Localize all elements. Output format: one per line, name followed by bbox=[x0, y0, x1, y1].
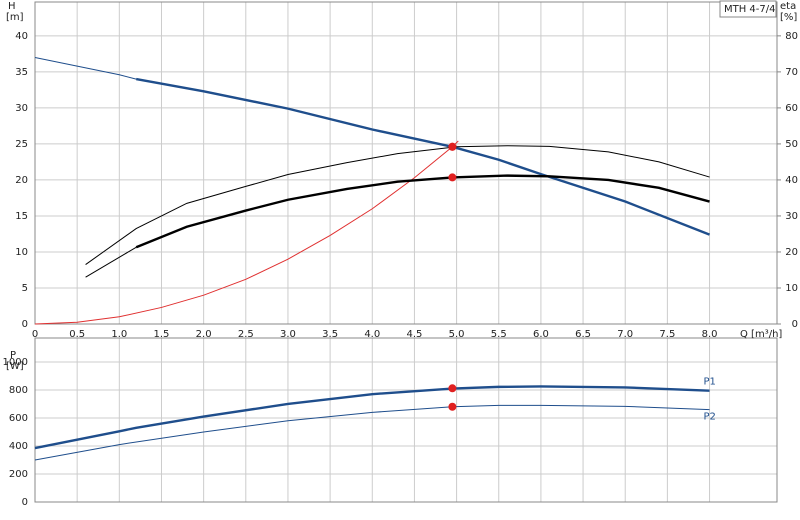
y-label: H bbox=[8, 1, 16, 12]
y-tick-label: 1000 bbox=[3, 357, 28, 368]
curve bbox=[135, 77, 710, 236]
y-label: P bbox=[10, 350, 16, 361]
y-tick-label: 0 bbox=[22, 497, 28, 508]
x-tick-label: 0.5 bbox=[69, 329, 85, 340]
y2-tick-label: 60 bbox=[785, 103, 798, 114]
y2-tick-label: 20 bbox=[785, 247, 798, 258]
y2-tick-label: 0 bbox=[792, 319, 798, 330]
plot-frame bbox=[34, 1, 778, 325]
y-tick-label: 600 bbox=[9, 413, 28, 424]
operating-point bbox=[448, 384, 457, 393]
y-tick-label: 5 bbox=[22, 283, 28, 294]
operating-point bbox=[448, 142, 457, 151]
series-label: P1 bbox=[704, 377, 716, 388]
chart-title: MTH 4-7/4 bbox=[724, 4, 776, 15]
x-tick-label: 3.5 bbox=[322, 329, 338, 340]
y-tick-label: 30 bbox=[15, 103, 28, 114]
x-tick-label: 7.5 bbox=[659, 329, 675, 340]
y-tick-label: 25 bbox=[15, 139, 28, 150]
curve bbox=[34, 140, 459, 325]
x-tick-label: 0 bbox=[32, 329, 38, 340]
x-tick-label: 2.0 bbox=[196, 329, 212, 340]
y2-tick-label: 40 bbox=[785, 175, 798, 186]
x-tick-label: 6.5 bbox=[575, 329, 591, 340]
y2-tick-label: 10 bbox=[785, 283, 798, 294]
y2-tick-label: 80 bbox=[785, 31, 798, 42]
curve bbox=[34, 404, 710, 461]
x-tick-label: 5.5 bbox=[491, 329, 507, 340]
curve bbox=[34, 56, 137, 80]
y2-label: [%] bbox=[780, 12, 797, 23]
y-tick-label: 0 bbox=[22, 319, 28, 330]
y-tick-label: 15 bbox=[15, 211, 28, 222]
curve bbox=[85, 246, 137, 278]
y-label: [m] bbox=[6, 12, 24, 23]
y-tick-label: 800 bbox=[9, 385, 28, 396]
x-tick-label: 5.0 bbox=[449, 329, 465, 340]
curve bbox=[34, 385, 710, 450]
y-tick-label: 10 bbox=[15, 247, 28, 258]
operating-point bbox=[448, 402, 457, 411]
y2-label: eta bbox=[780, 1, 796, 12]
y-tick-label: 400 bbox=[9, 441, 28, 452]
y-tick-label: 40 bbox=[15, 31, 28, 42]
x-tick-label: 1.5 bbox=[154, 329, 170, 340]
plot-frame bbox=[34, 337, 778, 503]
curve bbox=[135, 174, 710, 249]
y-tick-label: 200 bbox=[9, 469, 28, 480]
y2-tick-label: 30 bbox=[785, 211, 798, 222]
operating-point bbox=[448, 173, 457, 182]
x-tick-label: 1.0 bbox=[111, 329, 127, 340]
y-tick-label: 35 bbox=[15, 67, 28, 78]
y-tick-label: 20 bbox=[15, 175, 28, 186]
x-tick-label: 2.5 bbox=[238, 329, 254, 340]
title-box bbox=[719, 0, 777, 18]
curve bbox=[85, 145, 710, 265]
x-label: Q [m³/h] bbox=[740, 329, 782, 340]
y-label: [W] bbox=[6, 361, 24, 372]
y2-tick-label: 70 bbox=[785, 67, 798, 78]
x-tick-label: 4.0 bbox=[364, 329, 380, 340]
x-tick-label: 3.0 bbox=[280, 329, 296, 340]
x-tick-label: 6.0 bbox=[533, 329, 549, 340]
series-label: P2 bbox=[704, 412, 716, 423]
x-tick-label: 7.0 bbox=[617, 329, 633, 340]
x-tick-label: 8.0 bbox=[702, 329, 718, 340]
y2-tick-label: 50 bbox=[785, 139, 798, 150]
x-tick-label: 4.5 bbox=[406, 329, 422, 340]
